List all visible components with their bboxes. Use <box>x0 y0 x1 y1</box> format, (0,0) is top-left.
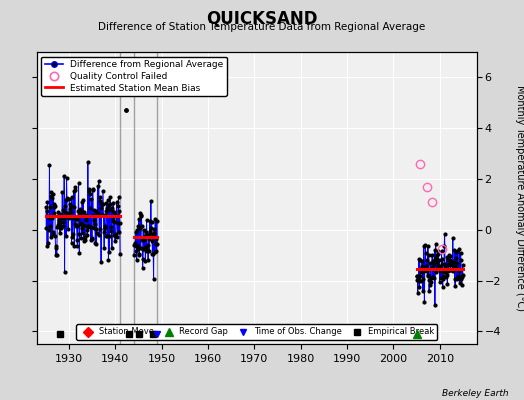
Legend: Station Move, Record Gap, Time of Obs. Change, Empirical Break: Station Move, Record Gap, Time of Obs. C… <box>76 324 438 340</box>
Text: Difference of Station Temperature Data from Regional Average: Difference of Station Temperature Data f… <box>99 22 425 32</box>
Text: Berkeley Earth: Berkeley Earth <box>442 389 508 398</box>
Y-axis label: Monthly Temperature Anomaly Difference (°C): Monthly Temperature Anomaly Difference (… <box>515 85 524 311</box>
Text: QUICKSAND: QUICKSAND <box>206 10 318 28</box>
